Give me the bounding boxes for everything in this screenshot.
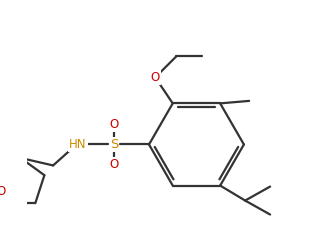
Text: S: S <box>110 138 118 151</box>
Text: O: O <box>0 185 6 198</box>
Text: HN: HN <box>69 138 87 151</box>
Text: O: O <box>110 118 119 131</box>
Text: O: O <box>151 71 160 84</box>
Text: O: O <box>110 158 119 171</box>
